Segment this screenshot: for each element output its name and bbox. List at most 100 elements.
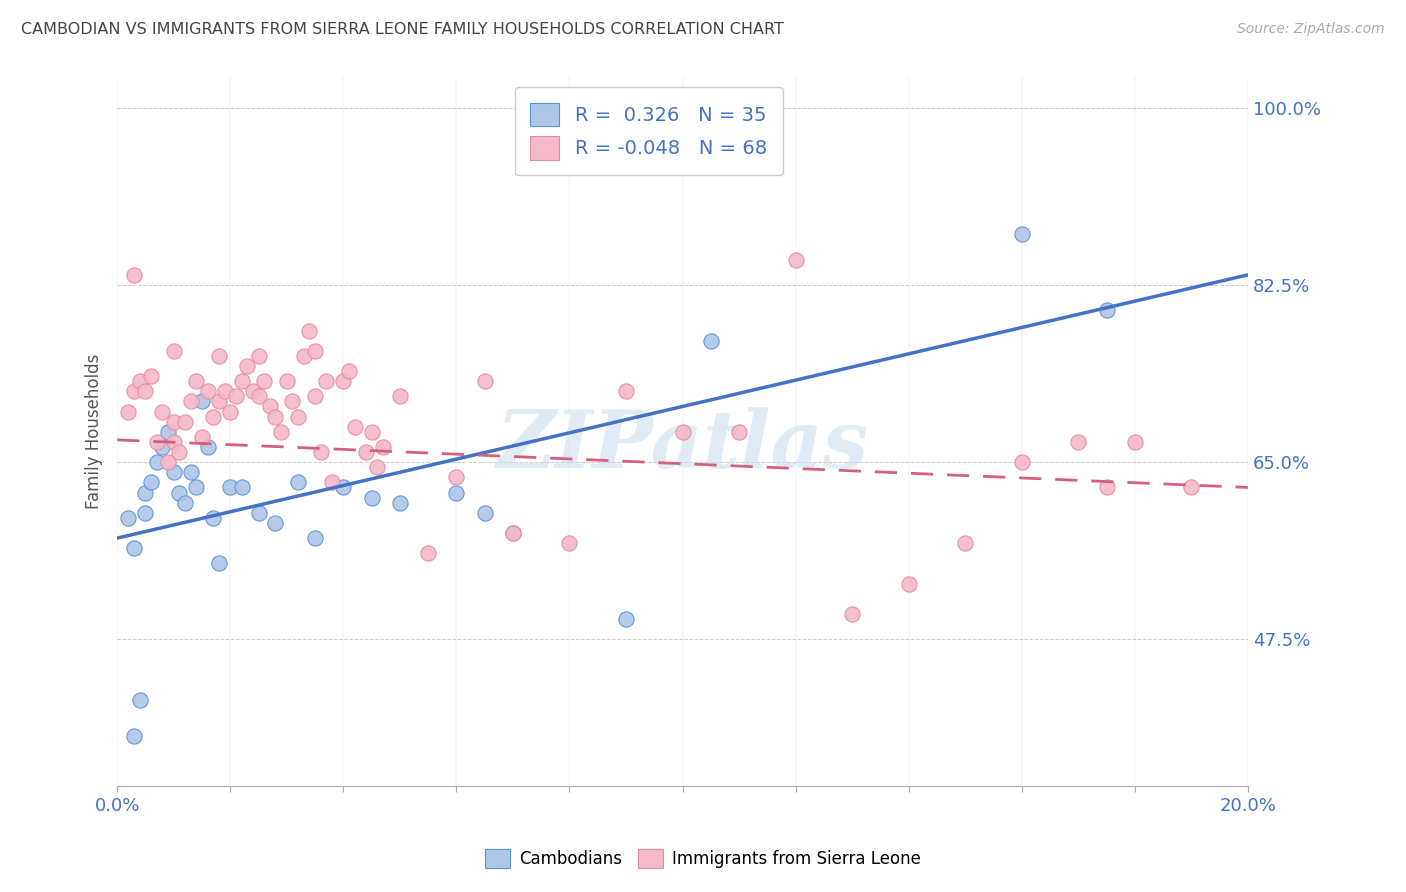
Point [614, 612, 637, 626]
Point [785, 252, 807, 267]
Point [197, 384, 219, 399]
Point [287, 409, 309, 424]
Y-axis label: Family Households: Family Households [86, 354, 103, 509]
Point [191, 394, 214, 409]
Point [180, 394, 202, 409]
Point [304, 343, 326, 358]
Point [134, 384, 156, 399]
Point [728, 425, 751, 439]
Point [134, 506, 156, 520]
Point [169, 485, 191, 500]
Point [1011, 455, 1033, 469]
Point [231, 480, 253, 494]
Point [214, 384, 236, 399]
Point [298, 324, 321, 338]
Point [197, 440, 219, 454]
Point [315, 374, 337, 388]
Point [259, 400, 281, 414]
Point [360, 425, 382, 439]
Point [163, 434, 186, 449]
Point [502, 526, 524, 541]
Point [247, 389, 270, 403]
Point [474, 506, 496, 520]
Legend: Cambodians, Immigrants from Sierra Leone: Cambodians, Immigrants from Sierra Leone [478, 843, 928, 875]
Point [1095, 303, 1118, 318]
Point [304, 531, 326, 545]
Point [157, 455, 180, 469]
Point [253, 374, 276, 388]
Legend: R =  0.326   N = 35, R = -0.048   N = 68: R = 0.326 N = 35, R = -0.048 N = 68 [515, 87, 783, 176]
Point [247, 506, 270, 520]
Point [1180, 480, 1202, 494]
Text: CAMBODIAN VS IMMIGRANTS FROM SIERRA LEONE FAMILY HOUSEHOLDS CORRELATION CHART: CAMBODIAN VS IMMIGRANTS FROM SIERRA LEON… [21, 22, 785, 37]
Point [360, 491, 382, 505]
Point [671, 425, 693, 439]
Point [186, 374, 208, 388]
Point [1095, 480, 1118, 494]
Point [614, 384, 637, 399]
Point [128, 693, 150, 707]
Point [1011, 227, 1033, 242]
Point [219, 480, 242, 494]
Point [202, 511, 225, 525]
Point [180, 465, 202, 479]
Point [128, 374, 150, 388]
Point [191, 430, 214, 444]
Point [276, 374, 298, 388]
Point [231, 374, 253, 388]
Point [208, 557, 231, 571]
Point [281, 394, 304, 409]
Point [953, 536, 976, 550]
Point [354, 445, 377, 459]
Point [236, 359, 259, 373]
Point [163, 415, 186, 429]
Point [139, 369, 162, 384]
Point [264, 409, 287, 424]
Point [145, 455, 167, 469]
Point [366, 460, 388, 475]
Point [186, 480, 208, 494]
Point [163, 343, 186, 358]
Point [264, 516, 287, 530]
Text: Source: ZipAtlas.com: Source: ZipAtlas.com [1237, 22, 1385, 37]
Point [169, 445, 191, 459]
Point [502, 526, 524, 541]
Point [208, 349, 231, 363]
Point [122, 268, 145, 282]
Point [242, 384, 264, 399]
Point [388, 389, 411, 403]
Point [208, 394, 231, 409]
Point [122, 541, 145, 556]
Point [122, 384, 145, 399]
Point [117, 511, 139, 525]
Point [309, 445, 332, 459]
Point [558, 536, 581, 550]
Point [117, 404, 139, 418]
Point [1067, 434, 1090, 449]
Point [270, 425, 292, 439]
Point [416, 546, 439, 560]
Point [1123, 434, 1146, 449]
Point [152, 404, 174, 418]
Point [287, 475, 309, 490]
Point [446, 485, 468, 500]
Point [157, 425, 180, 439]
Point [343, 419, 366, 434]
Point [174, 415, 197, 429]
Point [474, 374, 496, 388]
Point [700, 334, 723, 348]
Point [247, 349, 270, 363]
Point [321, 475, 343, 490]
Point [152, 440, 174, 454]
Point [332, 480, 354, 494]
Text: ZIPatlas: ZIPatlas [496, 408, 869, 484]
Point [219, 404, 242, 418]
Point [134, 485, 156, 500]
Point [371, 440, 394, 454]
Point [163, 465, 186, 479]
Point [122, 729, 145, 743]
Point [292, 349, 315, 363]
Point [332, 374, 354, 388]
Point [202, 409, 225, 424]
Point [337, 364, 360, 378]
